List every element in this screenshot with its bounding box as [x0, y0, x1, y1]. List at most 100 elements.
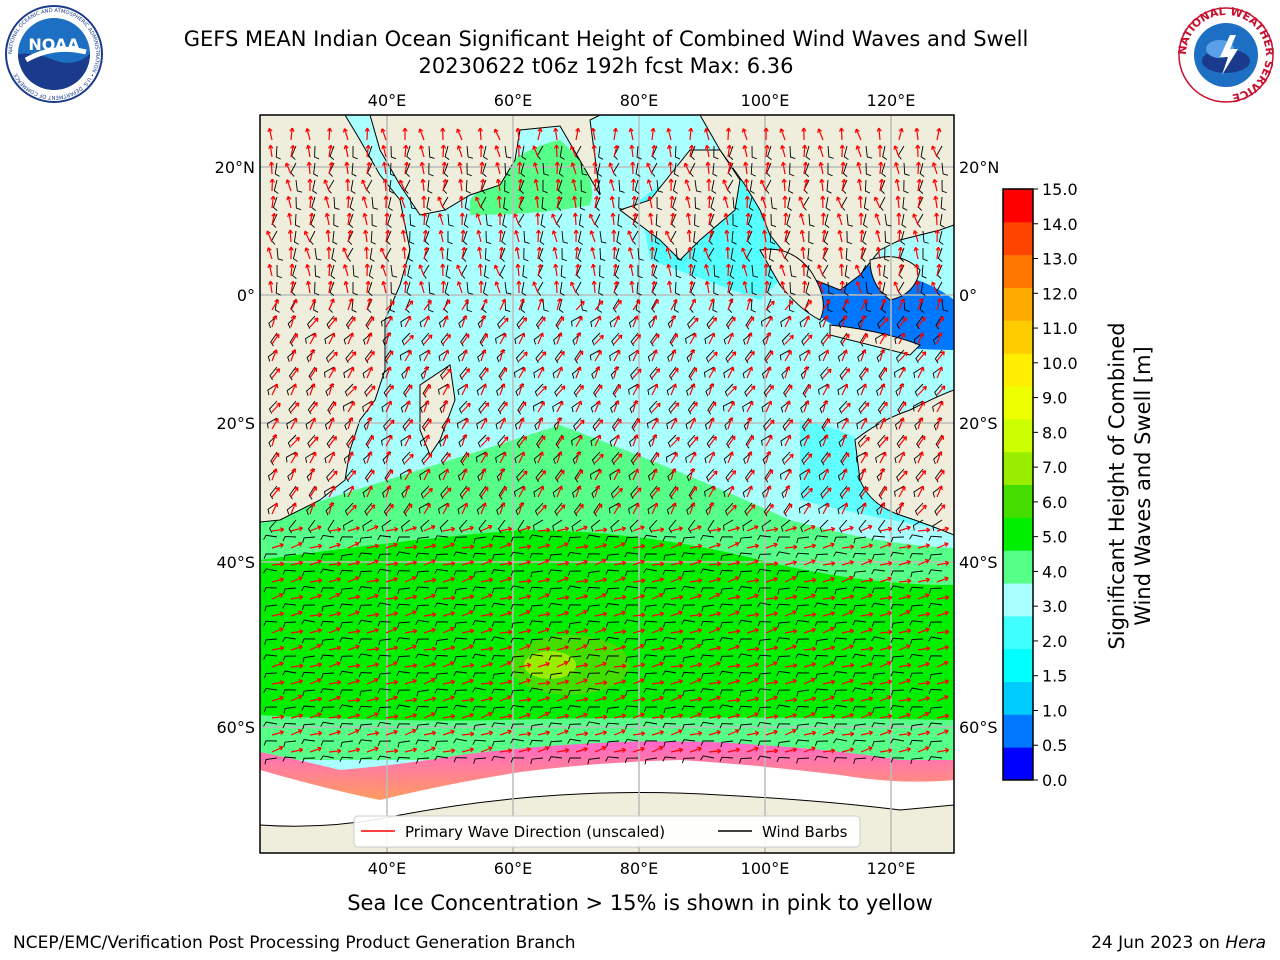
wind-barb	[779, 468, 791, 480]
wind-barb	[589, 349, 601, 361]
wind-barb	[643, 687, 658, 694]
wind-barb	[586, 687, 601, 693]
wave-arrow	[746, 435, 754, 447]
wind-barb	[739, 570, 753, 577]
wave-arrow	[765, 645, 779, 651]
wave-arrow	[858, 212, 864, 226]
wave-arrow	[855, 128, 862, 141]
wind-barb	[743, 332, 753, 345]
wave-arrow	[896, 212, 902, 226]
wind-barb	[536, 434, 544, 449]
wind-barb	[795, 739, 810, 745]
wind-barb	[725, 315, 734, 330]
wave-arrow	[917, 195, 923, 209]
wave-arrow	[742, 280, 748, 294]
wind-barb	[529, 706, 544, 712]
wind-barb	[719, 637, 734, 643]
wind-barb	[700, 587, 715, 593]
wave-arrow	[898, 747, 911, 753]
wind-barb	[719, 756, 734, 762]
wind-barb	[890, 536, 905, 543]
wind-barb	[529, 620, 544, 626]
wind-barb	[293, 230, 300, 245]
wave-arrow	[461, 628, 475, 634]
wind-barb	[390, 281, 397, 296]
wind-barb	[738, 638, 753, 644]
lon-tick: 80°E	[620, 91, 658, 110]
wind-barb	[877, 315, 886, 329]
wind-barb	[814, 688, 829, 694]
wind-barb	[305, 332, 316, 344]
wind-barb	[796, 536, 810, 544]
wave-arrow	[366, 385, 376, 396]
wind-barb	[292, 264, 297, 279]
wind-barb	[453, 603, 468, 610]
wind-barb	[283, 740, 297, 748]
wave-arrow	[860, 543, 874, 549]
wind-barb	[719, 689, 734, 695]
wind-barb	[700, 706, 715, 713]
wind-barb	[739, 757, 753, 764]
wind-barb	[662, 636, 677, 643]
colorbar-tick-label: 1.5	[1042, 667, 1067, 686]
wind-barb	[472, 638, 487, 645]
wave-arrow	[917, 351, 927, 362]
wind-barb	[890, 738, 905, 744]
wave-arrow	[689, 332, 697, 345]
lat-ticks-left: 20°N 0° 20°S 40°S 60°S	[215, 158, 255, 737]
wind-barb	[475, 451, 487, 463]
wave-arrow	[722, 196, 729, 209]
wave-arrow	[537, 127, 543, 141]
wave-arrow	[266, 247, 273, 260]
colorbar-tick-label: 2.0	[1042, 632, 1067, 651]
wind-barb	[852, 552, 867, 559]
wind-barb	[758, 706, 772, 713]
wave-arrow	[384, 212, 390, 226]
wind-barb	[688, 366, 696, 381]
wind-barb	[453, 671, 468, 677]
wave-arrow	[708, 451, 716, 464]
wave-arrow	[708, 561, 722, 567]
wind-barb	[667, 349, 677, 363]
wind-barb	[636, 281, 642, 296]
wind-barb	[609, 349, 620, 361]
wave-arrow	[423, 487, 433, 498]
wind-barb	[358, 705, 373, 711]
wind-barb	[491, 587, 506, 594]
wave-arrow	[670, 594, 684, 600]
wind-barb	[403, 502, 411, 517]
wave-arrow	[290, 594, 304, 600]
wave-arrow	[670, 349, 677, 362]
wave-arrow	[917, 316, 926, 328]
wind-barb	[776, 570, 791, 576]
wave-arrow	[803, 696, 817, 702]
wind-barb	[434, 602, 449, 608]
colorbar-segment	[1003, 648, 1033, 682]
wave-arrow	[765, 627, 778, 634]
wind-barb	[739, 536, 753, 544]
wave-arrow	[456, 264, 463, 277]
wave-arrow	[328, 577, 341, 583]
wind-barb	[652, 264, 658, 279]
wind-barb	[405, 162, 411, 177]
wave-arrow	[480, 524, 493, 532]
wind-barb	[910, 723, 924, 731]
wind-barb	[903, 179, 909, 194]
wind-barb	[589, 468, 601, 480]
wind-barb	[400, 519, 411, 532]
wind-barb	[654, 230, 660, 245]
wave-arrow	[765, 469, 774, 481]
wave-arrow	[537, 351, 547, 362]
wave-arrow	[879, 576, 892, 583]
wave-arrow	[746, 746, 759, 753]
wave-arrow	[879, 526, 893, 532]
wave-arrow	[704, 264, 710, 277]
wind-barb	[757, 740, 772, 746]
wind-barb	[453, 738, 468, 744]
wave-arrow	[727, 366, 735, 379]
lon-tick: 120°E	[867, 91, 916, 110]
arabian-sea-3-4m	[470, 140, 592, 215]
wave-arrow	[727, 541, 740, 549]
wave-arrow	[765, 695, 778, 702]
